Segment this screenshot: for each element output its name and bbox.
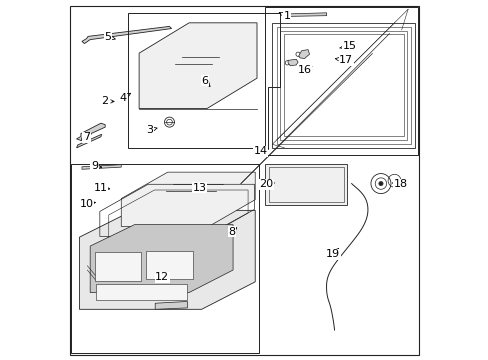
Polygon shape — [146, 251, 192, 279]
Text: 11: 11 — [94, 183, 109, 193]
Polygon shape — [90, 225, 233, 293]
Polygon shape — [264, 164, 346, 205]
Text: 7: 7 — [83, 132, 91, 142]
Text: 20: 20 — [259, 179, 274, 189]
Polygon shape — [287, 59, 298, 66]
Text: 9: 9 — [91, 161, 102, 171]
Polygon shape — [77, 123, 105, 141]
Polygon shape — [80, 210, 255, 309]
Text: 12: 12 — [155, 272, 169, 282]
Text: 13: 13 — [192, 183, 206, 193]
Polygon shape — [77, 134, 102, 148]
Polygon shape — [298, 50, 309, 59]
Text: 8: 8 — [228, 227, 236, 237]
Text: 19: 19 — [325, 248, 340, 259]
Circle shape — [378, 181, 382, 186]
Polygon shape — [287, 13, 326, 17]
Text: 10: 10 — [80, 199, 95, 209]
Text: 2: 2 — [102, 96, 114, 107]
Text: 17: 17 — [335, 55, 353, 65]
Polygon shape — [155, 301, 187, 309]
Text: 1: 1 — [279, 12, 290, 21]
Polygon shape — [121, 172, 255, 226]
Text: 15: 15 — [339, 41, 356, 51]
Text: 4: 4 — [119, 93, 130, 103]
Circle shape — [203, 174, 207, 179]
Polygon shape — [82, 165, 121, 169]
Polygon shape — [82, 26, 171, 44]
Text: 5: 5 — [104, 32, 115, 42]
Text: 6: 6 — [201, 76, 209, 86]
Text: 3: 3 — [146, 125, 157, 135]
Polygon shape — [96, 284, 187, 300]
Text: 14: 14 — [253, 147, 268, 157]
Text: 18: 18 — [392, 179, 407, 189]
Polygon shape — [139, 23, 257, 109]
Polygon shape — [95, 252, 141, 281]
Text: 16: 16 — [297, 65, 311, 75]
